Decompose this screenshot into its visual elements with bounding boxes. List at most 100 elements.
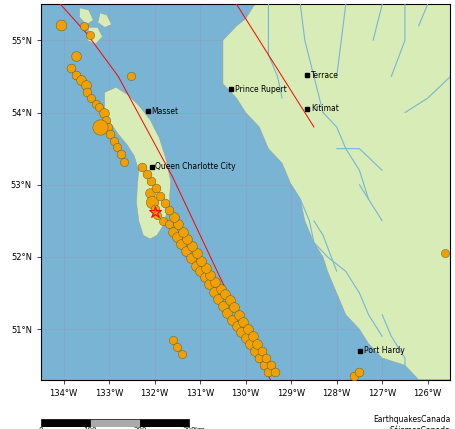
Point	[211, 279, 218, 286]
Point	[210, 288, 217, 295]
Point	[151, 206, 158, 213]
Polygon shape	[87, 27, 102, 44]
Point	[147, 178, 155, 184]
Point	[173, 233, 180, 240]
Point	[138, 163, 146, 170]
Point	[187, 255, 195, 262]
Point	[169, 336, 177, 343]
Point	[238, 329, 245, 335]
Point	[127, 73, 135, 80]
Point	[84, 89, 91, 96]
Point	[240, 318, 247, 325]
Point	[169, 228, 177, 235]
Polygon shape	[98, 13, 111, 27]
Point	[231, 304, 238, 311]
Point	[272, 369, 279, 376]
Point	[157, 192, 164, 199]
Text: 200: 200	[133, 427, 147, 429]
Text: Masset: Masset	[152, 107, 179, 116]
Point	[253, 340, 261, 347]
Point	[197, 268, 204, 275]
Point	[120, 158, 127, 165]
Point	[159, 218, 167, 224]
Point	[170, 214, 177, 221]
Point	[102, 116, 109, 123]
Point	[193, 250, 200, 257]
Point	[175, 221, 182, 228]
Point	[179, 228, 187, 235]
Point	[260, 362, 268, 369]
Point	[207, 272, 214, 278]
Text: Port Hardy: Port Hardy	[364, 346, 405, 355]
Point	[77, 77, 85, 84]
Point	[106, 131, 114, 138]
Point	[224, 310, 231, 317]
Point	[350, 373, 358, 380]
Bar	[140, 419, 189, 426]
Text: km: km	[194, 427, 205, 429]
Point	[219, 302, 227, 309]
Point	[235, 311, 243, 318]
Point	[188, 243, 196, 250]
Text: Terrace: Terrace	[311, 70, 339, 79]
Point	[166, 207, 173, 214]
Point	[228, 317, 236, 324]
Polygon shape	[105, 88, 171, 239]
Point	[149, 199, 156, 205]
Bar	[91, 419, 140, 426]
Point	[152, 185, 159, 192]
Point	[117, 151, 124, 158]
Point	[87, 95, 95, 102]
Point	[81, 22, 88, 29]
Point	[263, 355, 270, 362]
Point	[92, 100, 99, 107]
Point	[202, 264, 209, 271]
Point	[197, 257, 205, 264]
Point	[161, 199, 168, 206]
Text: Queen Charlotte City: Queen Charlotte City	[155, 162, 236, 171]
Point	[242, 334, 249, 341]
Point	[178, 351, 186, 358]
Point	[192, 262, 199, 269]
Point	[114, 144, 121, 151]
Point	[244, 326, 252, 332]
Polygon shape	[80, 8, 93, 24]
Point	[222, 291, 229, 298]
Point	[249, 333, 256, 340]
Point	[73, 72, 80, 79]
Point	[182, 248, 189, 254]
Point	[166, 221, 173, 227]
Point	[96, 124, 104, 130]
Text: 0: 0	[39, 427, 43, 429]
Point	[267, 362, 274, 369]
Point	[96, 103, 103, 110]
Bar	[41, 419, 91, 426]
Point	[256, 355, 263, 362]
Point	[217, 286, 224, 293]
Point	[226, 297, 233, 304]
Point	[184, 236, 191, 242]
Point	[251, 347, 258, 354]
Point	[73, 53, 80, 60]
Point	[265, 369, 272, 376]
Point	[67, 64, 74, 71]
Text: Prince Rupert: Prince Rupert	[235, 85, 287, 94]
Point	[201, 274, 208, 281]
Point	[143, 170, 150, 177]
Point	[86, 31, 94, 38]
Point	[82, 82, 89, 88]
Point	[110, 138, 117, 145]
Point	[105, 124, 112, 130]
Point	[247, 340, 254, 347]
Point	[355, 369, 362, 376]
Text: Kitimat: Kitimat	[311, 105, 339, 113]
Point	[153, 211, 161, 218]
Text: 300: 300	[182, 427, 196, 429]
Point	[258, 347, 265, 354]
Point	[215, 296, 222, 302]
Point	[177, 241, 185, 248]
Point	[100, 109, 107, 116]
Point	[441, 250, 449, 257]
Point	[206, 281, 213, 288]
Polygon shape	[223, 4, 450, 380]
